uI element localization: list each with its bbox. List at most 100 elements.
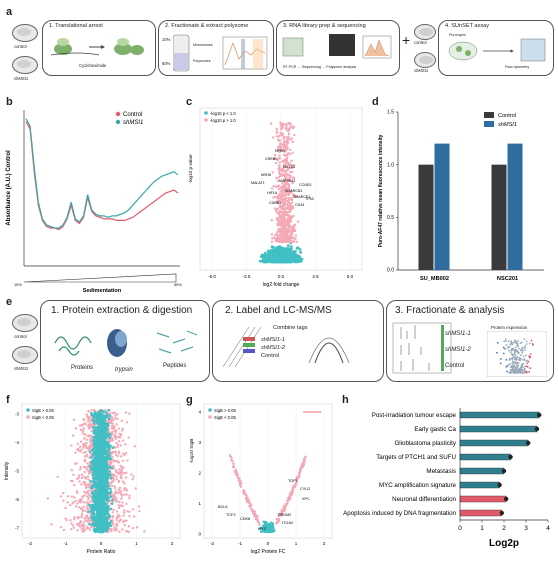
point [291, 206, 295, 209]
point [123, 493, 126, 496]
point [75, 477, 79, 481]
point [282, 223, 286, 227]
point [74, 505, 78, 508]
point [119, 444, 122, 447]
point [118, 520, 121, 523]
point [83, 470, 86, 474]
point [106, 495, 110, 499]
point [504, 347, 507, 350]
point [286, 162, 290, 165]
point [280, 193, 284, 196]
point [123, 523, 127, 527]
point [276, 179, 280, 183]
point [516, 350, 519, 352]
point [114, 486, 117, 490]
point [271, 171, 274, 174]
point [275, 208, 278, 211]
point [509, 351, 512, 354]
point [514, 346, 517, 349]
point [277, 167, 280, 170]
point [84, 509, 87, 512]
point [108, 484, 112, 487]
point [111, 446, 115, 449]
point [289, 138, 292, 141]
step-e2-title: 2. Label and LC-MS/MS [225, 305, 332, 316]
legend-marker-0 [115, 111, 121, 117]
point [137, 505, 141, 508]
point [278, 161, 282, 164]
bar-SU_MB002-1 [434, 143, 450, 270]
dish-shmsi1-a4 [414, 52, 436, 68]
x-axis-label: log2 fold change [263, 282, 300, 288]
sequencing-illustration [282, 34, 392, 59]
point [281, 198, 285, 202]
gene-label-8: SMARCE1 [293, 195, 310, 199]
point [517, 340, 519, 342]
point [522, 372, 525, 374]
point [285, 128, 288, 131]
point [116, 443, 120, 446]
e3-label-control: Control [445, 363, 465, 369]
point [505, 340, 507, 343]
x-tick-0: -2 [28, 541, 32, 546]
point [89, 424, 92, 428]
point [275, 201, 279, 204]
point [143, 530, 146, 533]
point [74, 462, 77, 465]
point [523, 368, 526, 371]
e2-label-shmsi1-2: shMSI1-2 [261, 345, 285, 351]
point [81, 473, 84, 477]
point [287, 129, 290, 133]
point [290, 166, 294, 169]
sequencing-label: Sequencing [301, 65, 321, 69]
y-tick-2: 1.0 [387, 162, 394, 168]
point [522, 355, 525, 358]
point [83, 465, 87, 469]
point [271, 252, 275, 256]
point [286, 122, 289, 125]
x-tick-4: 2 [171, 541, 174, 546]
point [281, 173, 284, 176]
point [521, 364, 523, 367]
point [271, 237, 274, 240]
point [496, 342, 499, 344]
point [285, 186, 288, 190]
point [118, 500, 121, 504]
point [121, 480, 125, 483]
y-axis-label: -log10 p-value [188, 154, 193, 184]
point [86, 425, 90, 428]
polysomes-label: Polysomes [193, 59, 211, 63]
legend-label-0: Control [123, 112, 142, 118]
point [280, 216, 283, 219]
point [86, 415, 89, 418]
point [126, 510, 129, 513]
point [294, 253, 298, 256]
point [284, 154, 287, 157]
point [291, 170, 294, 174]
point [85, 485, 88, 488]
point [124, 451, 128, 455]
point [281, 122, 284, 125]
point [290, 235, 293, 239]
point [87, 486, 90, 489]
point [118, 530, 121, 534]
point [284, 148, 288, 152]
point [506, 370, 509, 373]
point [286, 191, 290, 195]
point [115, 510, 119, 513]
point [82, 427, 86, 430]
point [121, 459, 125, 463]
point [276, 199, 280, 202]
point [108, 451, 112, 455]
point [291, 240, 294, 243]
sample-label-shmsi1-a4: shMSI1 [414, 68, 429, 73]
gradient-wedge [23, 273, 177, 283]
point [281, 254, 285, 258]
point [277, 247, 281, 251]
point [280, 218, 284, 221]
point [87, 496, 91, 499]
point [508, 358, 511, 360]
point [107, 530, 110, 534]
point [521, 347, 523, 349]
